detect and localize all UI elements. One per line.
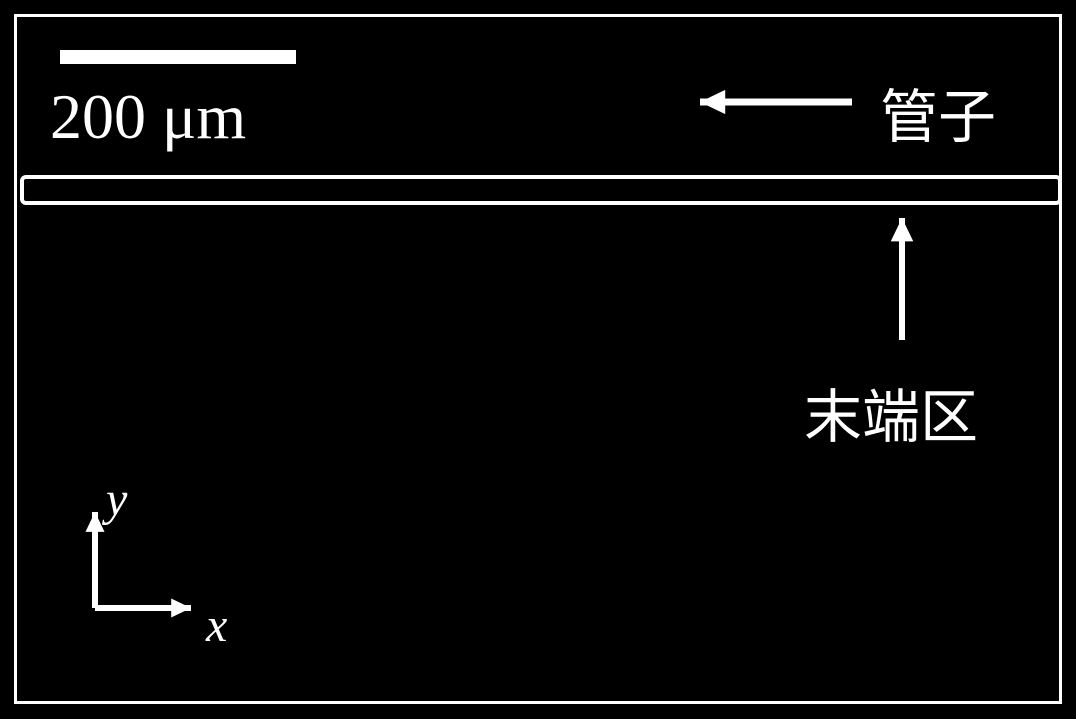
channel-outline xyxy=(20,175,1062,205)
top-arrow-label: 管子 xyxy=(880,70,996,154)
bottom-arrow-label: 末端区 xyxy=(804,370,978,454)
y-axis-label: y xyxy=(106,472,127,527)
scale-bar-label: 200 μm xyxy=(50,80,246,154)
scale-bar xyxy=(60,50,296,64)
x-axis-label: x xyxy=(206,598,227,653)
